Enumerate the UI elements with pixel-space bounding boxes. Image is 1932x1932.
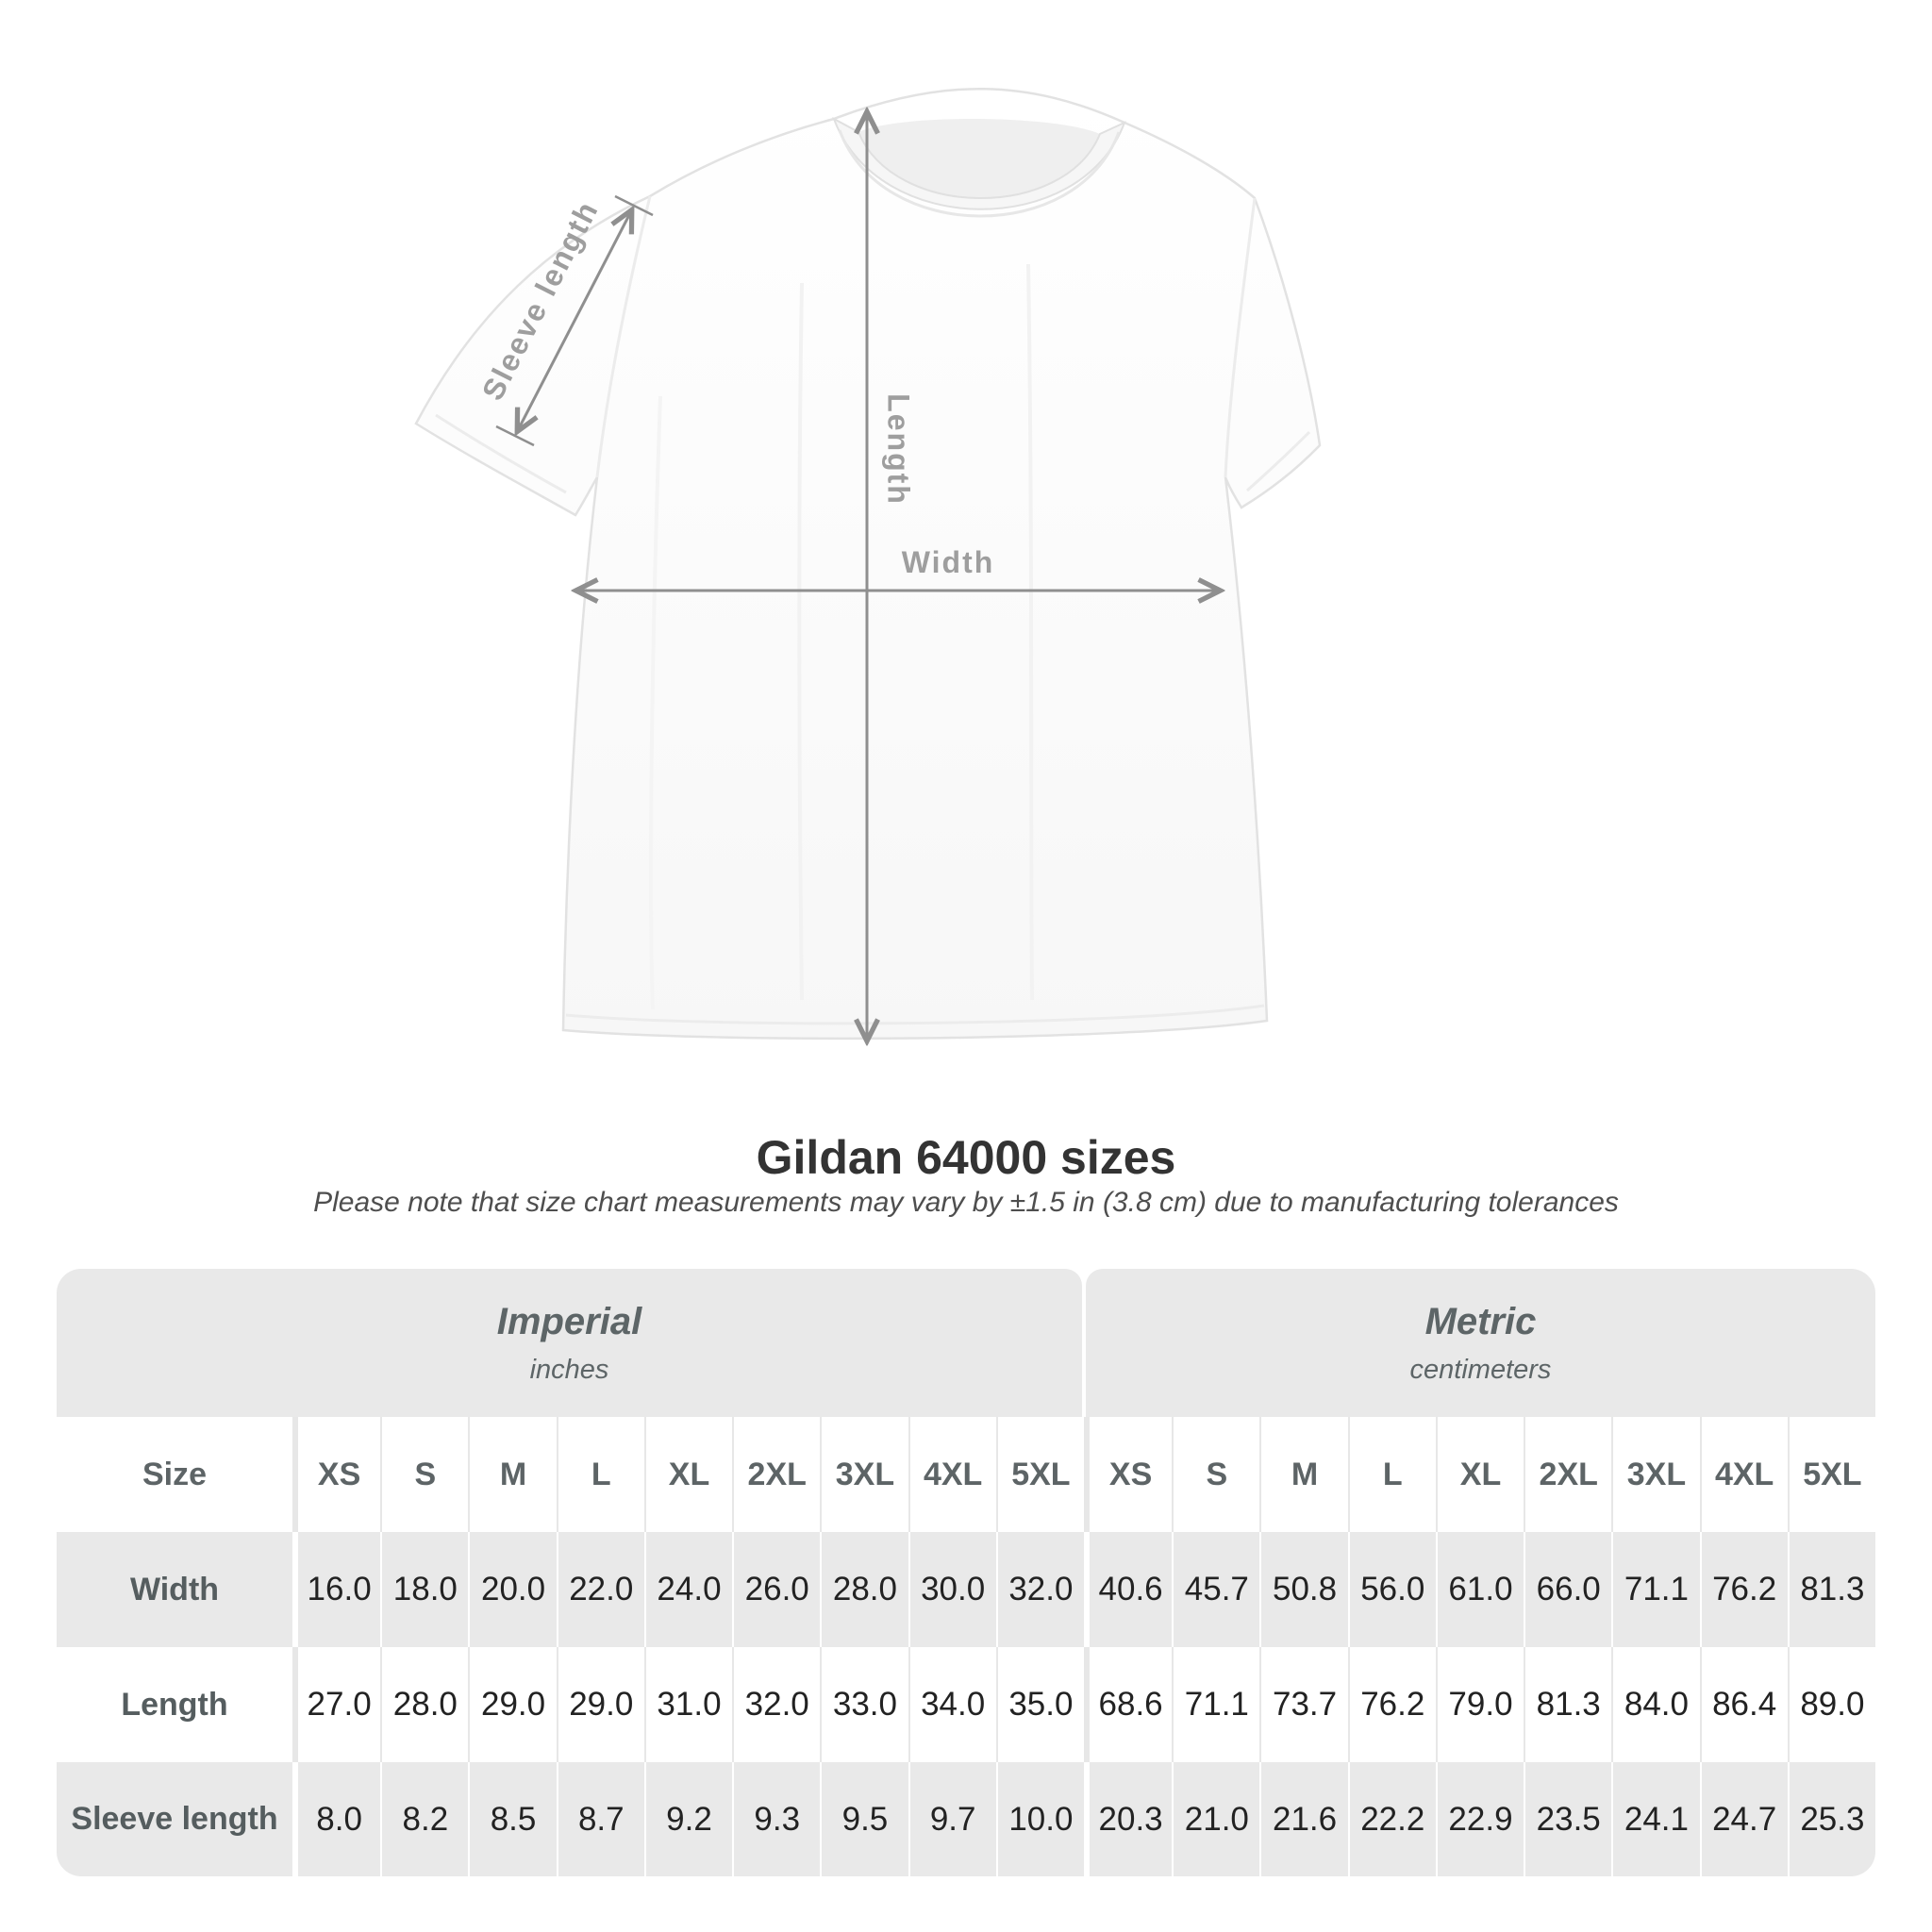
sleeve-metric-value: 24.7 [1699, 1762, 1788, 1876]
sleeve-metric-value: 22.9 [1435, 1762, 1524, 1876]
size-header-metric: 5XL [1787, 1417, 1875, 1532]
width-imperial-value: 32.0 [995, 1532, 1084, 1647]
width-imperial-value: 20.0 [468, 1532, 556, 1647]
width-imperial-value: 16.0 [292, 1532, 380, 1647]
sleeve-imperial-value: 9.5 [820, 1762, 908, 1876]
size-header-imperial: 5XL [995, 1417, 1084, 1532]
width-imperial-value: 22.0 [556, 1532, 644, 1647]
tshirt-diagram: Sleeve length Length Width [414, 87, 1322, 1123]
sleeve-metric-value: 20.3 [1083, 1762, 1172, 1876]
size-header-metric: 3XL [1611, 1417, 1699, 1532]
size-header-row: Size XS S M L XL 2XL 3XL 4XL 5XL XS S M … [57, 1417, 1875, 1532]
length-metric-value: 73.7 [1259, 1647, 1347, 1762]
width-imperial-value: 24.0 [643, 1532, 732, 1647]
length-imperial-value: 35.0 [995, 1647, 1084, 1762]
size-header-imperial: S [380, 1417, 468, 1532]
sleeve-metric-value: 25.3 [1787, 1762, 1875, 1876]
width-imperial-value: 18.0 [380, 1532, 468, 1647]
sleeve-imperial-value: 9.7 [908, 1762, 996, 1876]
size-header-metric: L [1347, 1417, 1436, 1532]
sleeve-imperial-value: 10.0 [995, 1762, 1084, 1876]
sleeve-metric-value: 23.5 [1524, 1762, 1611, 1876]
width-metric-value: 81.3 [1787, 1532, 1875, 1647]
sleeve-metric-value: 22.2 [1347, 1762, 1436, 1876]
sleeve-imperial-value: 8.2 [380, 1762, 468, 1876]
sleeve-dimension-line [518, 211, 631, 430]
metric-title: Metric [1424, 1300, 1537, 1342]
width-metric-value: 61.0 [1435, 1532, 1524, 1647]
length-imperial-value: 33.0 [820, 1647, 908, 1762]
sleeve-end-tick [614, 194, 654, 217]
length-imperial-value: 34.0 [908, 1647, 996, 1762]
length-imperial-value: 32.0 [732, 1647, 820, 1762]
table-row-length: Length 27.0 28.0 29.0 29.0 31.0 32.0 33.… [57, 1647, 1875, 1762]
width-metric-value: 45.7 [1172, 1532, 1259, 1647]
size-header-imperial: L [556, 1417, 644, 1532]
width-metric-value: 71.1 [1611, 1532, 1699, 1647]
row-label: Width [129, 1571, 220, 1607]
size-header-imperial: 3XL [820, 1417, 908, 1532]
length-metric-value: 86.4 [1699, 1647, 1788, 1762]
imperial-header: Imperial inches [57, 1269, 1082, 1417]
width-metric-value: 76.2 [1699, 1532, 1788, 1647]
imperial-unit: inches [529, 1354, 609, 1385]
length-imperial-value: 27.0 [292, 1647, 380, 1762]
width-imperial-value: 28.0 [820, 1532, 908, 1647]
size-header-imperial: 4XL [908, 1417, 996, 1532]
sleeve-imperial-value: 8.5 [468, 1762, 556, 1876]
size-column-header: Size [142, 1456, 208, 1492]
length-metric-value: 89.0 [1787, 1647, 1875, 1762]
length-imperial-value: 28.0 [380, 1647, 468, 1762]
length-imperial-value: 29.0 [468, 1647, 556, 1762]
dimension-lines [495, 113, 1219, 1040]
size-header-metric: S [1172, 1417, 1259, 1532]
tolerance-note: Please note that size chart measurements… [313, 1187, 1619, 1218]
width-metric-value: 40.6 [1083, 1532, 1172, 1647]
length-imperial-value: 29.0 [556, 1647, 644, 1762]
size-header-metric: 4XL [1699, 1417, 1788, 1532]
sleeve-metric-value: 21.0 [1172, 1762, 1259, 1876]
metric-unit: centimeters [1409, 1354, 1552, 1385]
imperial-title: Imperial [496, 1300, 642, 1342]
size-table: Imperial inches Metric centimeters Size … [57, 1269, 1875, 1876]
width-metric-value: 56.0 [1347, 1532, 1436, 1647]
width-label: Width [901, 545, 995, 579]
size-header-imperial: XS [292, 1417, 380, 1532]
sleeve-metric-value: 24.1 [1611, 1762, 1699, 1876]
length-label: Length [881, 393, 916, 506]
row-label: Sleeve length [71, 1801, 278, 1837]
length-metric-value: 84.0 [1611, 1647, 1699, 1762]
sleeve-imperial-value: 9.3 [732, 1762, 820, 1876]
size-header-imperial: XL [643, 1417, 732, 1532]
sleeve-end-tick [495, 425, 535, 447]
size-header-imperial: M [468, 1417, 556, 1532]
metric-header: Metric centimeters [1086, 1269, 1875, 1417]
page-title: Gildan 64000 sizes [756, 1131, 1176, 1184]
unit-header-row: Imperial inches Metric centimeters [57, 1269, 1875, 1417]
sleeve-imperial-value: 9.2 [643, 1762, 732, 1876]
sleeve-imperial-value: 8.7 [556, 1762, 644, 1876]
length-metric-value: 81.3 [1524, 1647, 1611, 1762]
table-row-width: Width 16.0 18.0 20.0 22.0 24.0 26.0 28.0… [57, 1532, 1875, 1647]
sleeve-imperial-value: 8.0 [292, 1762, 380, 1876]
length-metric-value: 76.2 [1347, 1647, 1436, 1762]
row-label: Length [121, 1686, 228, 1723]
length-metric-value: 79.0 [1435, 1647, 1524, 1762]
size-header-metric: XS [1083, 1417, 1172, 1532]
length-metric-value: 71.1 [1172, 1647, 1259, 1762]
width-metric-value: 50.8 [1259, 1532, 1347, 1647]
tshirt-illustration [414, 87, 1322, 1123]
size-header-imperial: 2XL [732, 1417, 820, 1532]
size-header-metric: M [1259, 1417, 1347, 1532]
size-header-metric: XL [1435, 1417, 1524, 1532]
length-metric-value: 68.6 [1083, 1647, 1172, 1762]
sleeve-metric-value: 21.6 [1259, 1762, 1347, 1876]
size-header-metric: 2XL [1524, 1417, 1611, 1532]
table-row-sleeve-length: Sleeve length 8.0 8.2 8.5 8.7 9.2 9.3 9.… [57, 1762, 1875, 1876]
width-metric-value: 66.0 [1524, 1532, 1611, 1647]
width-imperial-value: 26.0 [732, 1532, 820, 1647]
width-imperial-value: 30.0 [908, 1532, 996, 1647]
length-imperial-value: 31.0 [643, 1647, 732, 1762]
